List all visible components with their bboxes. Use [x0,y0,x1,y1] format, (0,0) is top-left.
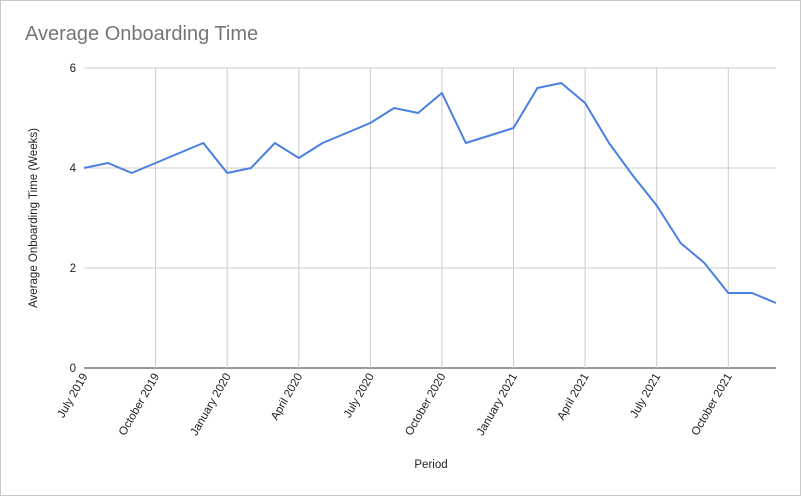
series-line [83,82,777,304]
x-tick-label: October 2020 [403,372,448,438]
data-point [559,81,563,85]
data-point [607,141,611,145]
x-tick-label: July 2020 [342,372,377,421]
data-point [82,166,86,170]
data-point [511,126,515,130]
data-point [344,131,348,135]
data-point [774,301,778,305]
x-tick-label: July 2021 [628,372,663,421]
data-point [320,141,324,145]
x-tick-label: October 2019 [117,372,162,438]
y-tick-label: 0 [70,363,76,375]
data-point [106,161,110,165]
data-point [655,203,659,207]
data-point [726,291,730,295]
data-point [297,156,301,160]
x-tick-label: January 2021 [475,372,520,438]
data-point [177,151,181,155]
data-point [488,133,492,137]
data-point [440,91,444,95]
data-point [225,171,229,175]
data-point [678,241,682,245]
x-tick-label: April 2021 [555,372,591,423]
y-tick-label: 6 [70,63,76,75]
data-point [702,261,706,265]
x-axis-title: Period [414,459,447,471]
data-point [130,171,134,175]
data-point [535,86,539,90]
x-tick-label: October 2021 [690,372,735,438]
y-axis-title: Average Onboarding Time (Weeks) [28,128,40,308]
data-point [249,166,253,170]
data-point [392,106,396,110]
y-tick-label: 2 [70,263,76,275]
data-point [631,173,635,177]
x-tick-label: April 2020 [269,372,305,423]
data-point [464,141,468,145]
data-point [153,161,157,165]
data-point [583,101,587,105]
data-point [416,111,420,115]
x-tick-label: July 2019 [56,372,91,421]
chart-title: Average Onboarding Time [25,23,259,45]
data-point [750,291,754,295]
y-tick-label: 4 [70,163,77,175]
data-point [368,121,372,125]
data-point [201,141,205,145]
x-tick-label: January 2020 [189,372,234,438]
data-point [273,141,277,145]
